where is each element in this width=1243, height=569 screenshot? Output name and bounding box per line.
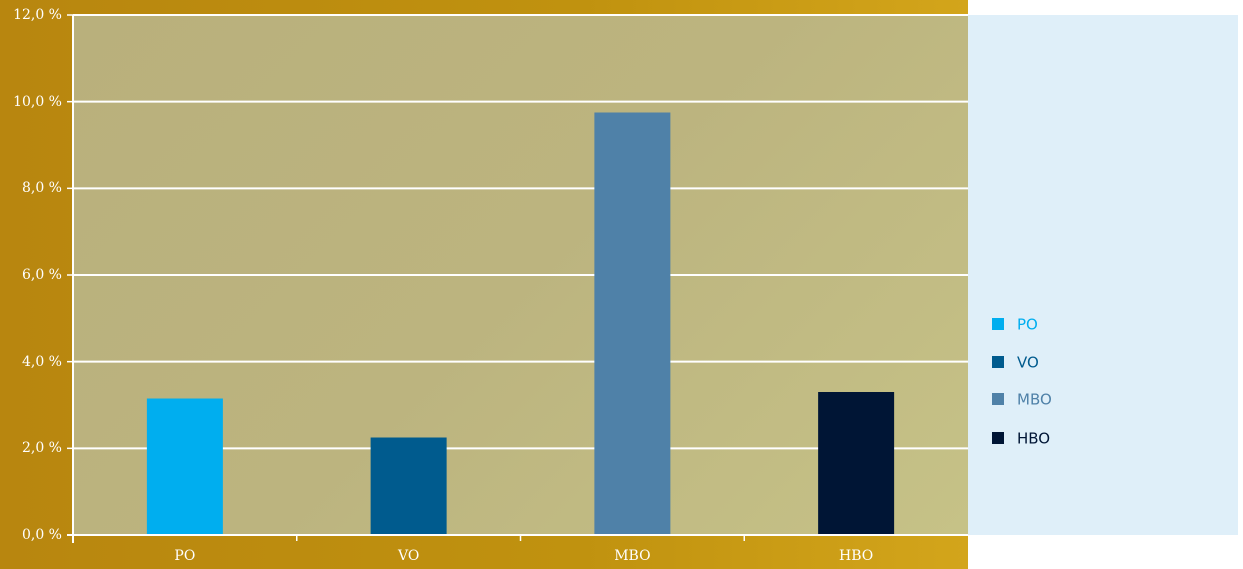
legend-label-hbo: HBO bbox=[1017, 429, 1051, 448]
legend: PO VO MBO HBO bbox=[968, 15, 1238, 535]
legend-label-vo: VO bbox=[1017, 353, 1039, 372]
y-tick-label: 6,0 % bbox=[21, 267, 62, 283]
legend-swatch-mbo bbox=[992, 392, 1004, 405]
legend-item-hbo: HBO bbox=[992, 429, 1051, 448]
legend-item-vo: VO bbox=[992, 353, 1039, 372]
x-tick-label-mbo: MBO bbox=[614, 548, 651, 564]
legend-label-mbo: MBO bbox=[1017, 390, 1052, 409]
bar-mbo bbox=[594, 112, 671, 535]
legend-swatch-po bbox=[992, 317, 1004, 330]
legend-label-po: PO bbox=[1017, 315, 1038, 334]
legend-item-po: PO bbox=[992, 315, 1038, 334]
legend-swatch-hbo bbox=[992, 431, 1004, 444]
x-tick-label-hbo: HBO bbox=[839, 548, 874, 564]
legend-item-mbo: MBO bbox=[992, 390, 1052, 409]
y-tick-label: 2,0 % bbox=[21, 440, 62, 457]
y-tick-label: 8,0 % bbox=[21, 180, 62, 197]
x-tick-label-po: PO bbox=[174, 548, 196, 564]
y-tick-label: 10,0 % bbox=[13, 93, 62, 110]
y-tick-label: 12,0 % bbox=[13, 7, 62, 23]
chart-frame bbox=[0, 0, 968, 569]
y-tick-label: 4,0 % bbox=[21, 353, 62, 370]
legend-swatch-vo bbox=[992, 355, 1004, 368]
y-tick-label: 0,0 % bbox=[21, 527, 62, 543]
bar-chart bbox=[146, 112, 895, 535]
bar-hbo bbox=[818, 392, 895, 535]
bar-vo bbox=[370, 437, 447, 535]
bar-po bbox=[146, 398, 223, 535]
x-tick-label-vo: VO bbox=[397, 548, 420, 564]
